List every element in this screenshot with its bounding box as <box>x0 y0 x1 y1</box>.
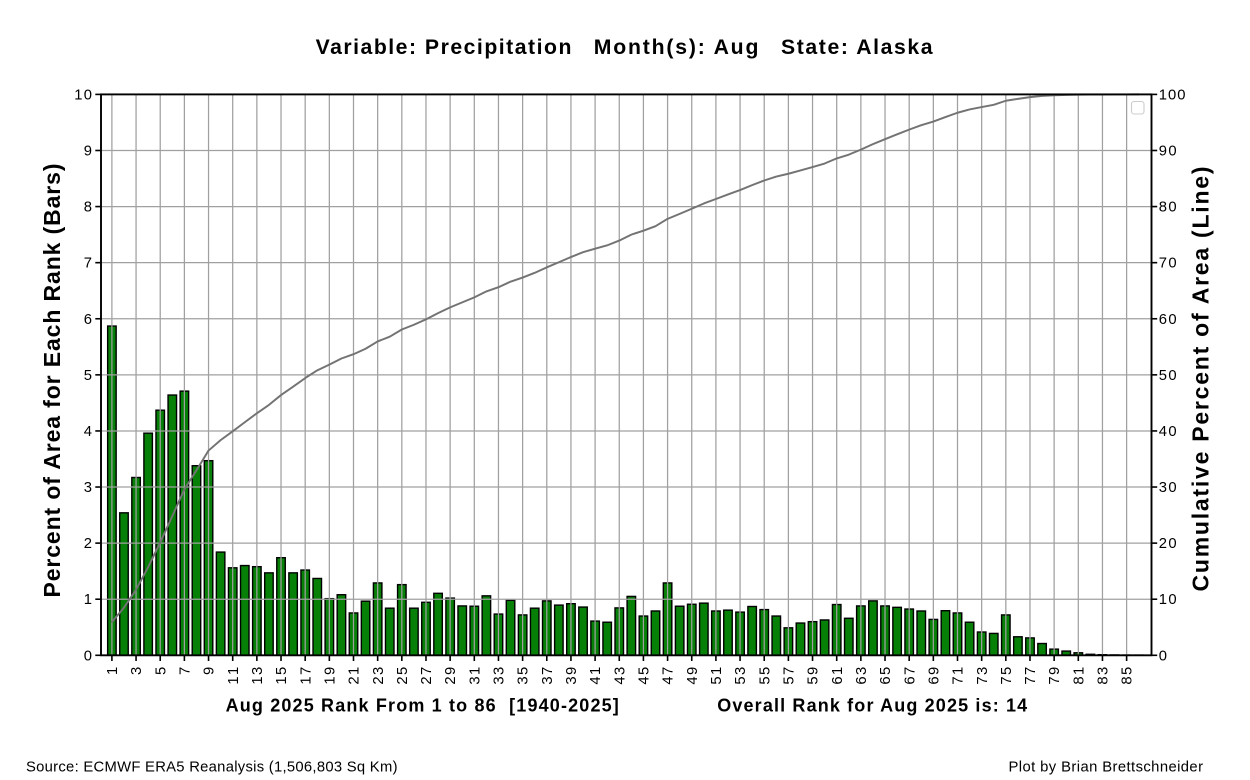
svg-text:Variable: Precipitation: Variable: Precipitation <box>316 36 572 59</box>
svg-text:51: 51 <box>709 667 725 685</box>
svg-text:85: 85 <box>1120 667 1136 685</box>
svg-text:71: 71 <box>951 667 967 685</box>
svg-text:55: 55 <box>757 667 773 685</box>
svg-text:2: 2 <box>84 536 92 552</box>
svg-text:Plot by Brian Brettschneider: Plot by Brian Brettschneider <box>1009 759 1204 775</box>
svg-text:50: 50 <box>1159 368 1177 384</box>
svg-text:Percent of Area for Each Rank: Percent of Area for Each Rank (Bars) <box>39 164 65 598</box>
svg-text:21: 21 <box>347 667 363 685</box>
svg-text:10: 10 <box>1159 592 1177 608</box>
svg-text:1: 1 <box>105 667 121 675</box>
svg-text:77: 77 <box>1023 667 1039 685</box>
svg-text:8: 8 <box>84 200 92 216</box>
svg-text:29: 29 <box>443 667 459 685</box>
svg-text:49: 49 <box>685 667 701 685</box>
svg-text:9: 9 <box>84 143 92 159</box>
svg-text:67: 67 <box>902 667 918 685</box>
svg-text:61: 61 <box>830 667 846 685</box>
svg-text:100: 100 <box>1159 87 1186 103</box>
svg-text:73: 73 <box>975 667 991 685</box>
svg-text:11: 11 <box>226 667 242 685</box>
svg-text:37: 37 <box>540 667 556 685</box>
svg-text:40: 40 <box>1159 424 1177 440</box>
svg-text:30: 30 <box>1159 480 1177 496</box>
svg-text:7: 7 <box>177 667 193 675</box>
svg-text:1: 1 <box>84 592 92 608</box>
svg-text:43: 43 <box>612 667 628 685</box>
svg-text:69: 69 <box>926 667 942 685</box>
svg-text:6: 6 <box>84 312 92 328</box>
svg-text:3: 3 <box>129 667 145 675</box>
svg-text:5: 5 <box>84 368 92 384</box>
svg-text:75: 75 <box>999 667 1015 685</box>
svg-text:59: 59 <box>806 667 822 685</box>
svg-text:13: 13 <box>250 667 266 685</box>
svg-text:53: 53 <box>733 667 749 685</box>
svg-text:10: 10 <box>74 87 92 103</box>
svg-text:15: 15 <box>274 667 290 685</box>
svg-text:25: 25 <box>395 667 411 685</box>
svg-text:5: 5 <box>153 667 169 675</box>
svg-text:47: 47 <box>661 667 677 685</box>
svg-text:23: 23 <box>371 667 387 685</box>
svg-text:0: 0 <box>84 648 92 664</box>
svg-text:80: 80 <box>1159 200 1177 216</box>
svg-text:Month(s): Aug: Month(s): Aug <box>594 36 759 59</box>
svg-text:79: 79 <box>1047 667 1063 685</box>
svg-text:33: 33 <box>492 667 508 685</box>
svg-text:31: 31 <box>467 667 483 685</box>
svg-text:90: 90 <box>1159 143 1177 159</box>
svg-text:19: 19 <box>322 667 338 685</box>
svg-text:17: 17 <box>298 667 314 685</box>
svg-text:81: 81 <box>1071 667 1087 685</box>
svg-text:83: 83 <box>1096 667 1112 685</box>
svg-text:Overall Rank for Aug 2025 is:: Overall Rank for Aug 2025 is: 14 <box>717 696 1027 716</box>
svg-text:57: 57 <box>781 667 797 685</box>
svg-text:70: 70 <box>1159 256 1177 272</box>
svg-text:3: 3 <box>84 480 92 496</box>
svg-text:20: 20 <box>1159 536 1177 552</box>
svg-text:State: Alaska: State: Alaska <box>781 36 933 59</box>
svg-text:63: 63 <box>854 667 870 685</box>
svg-text:7: 7 <box>84 256 92 272</box>
svg-text:45: 45 <box>637 667 653 685</box>
svg-text:39: 39 <box>564 667 580 685</box>
svg-text:41: 41 <box>588 667 604 685</box>
svg-text:27: 27 <box>419 667 435 685</box>
svg-text:0: 0 <box>1159 648 1167 664</box>
svg-text:60: 60 <box>1159 312 1177 328</box>
svg-text:4: 4 <box>84 424 92 440</box>
svg-text:65: 65 <box>878 667 894 685</box>
svg-text:9: 9 <box>202 667 218 675</box>
svg-text:Source: ECMWF ERA5 Reanalysis: Source: ECMWF ERA5 Reanalysis (1,506,803… <box>26 759 398 775</box>
svg-text:35: 35 <box>516 667 532 685</box>
svg-text:Aug 2025 Rank From 1 to 86 [1: Aug 2025 Rank From 1 to 86 [1940-2025] <box>226 696 619 716</box>
